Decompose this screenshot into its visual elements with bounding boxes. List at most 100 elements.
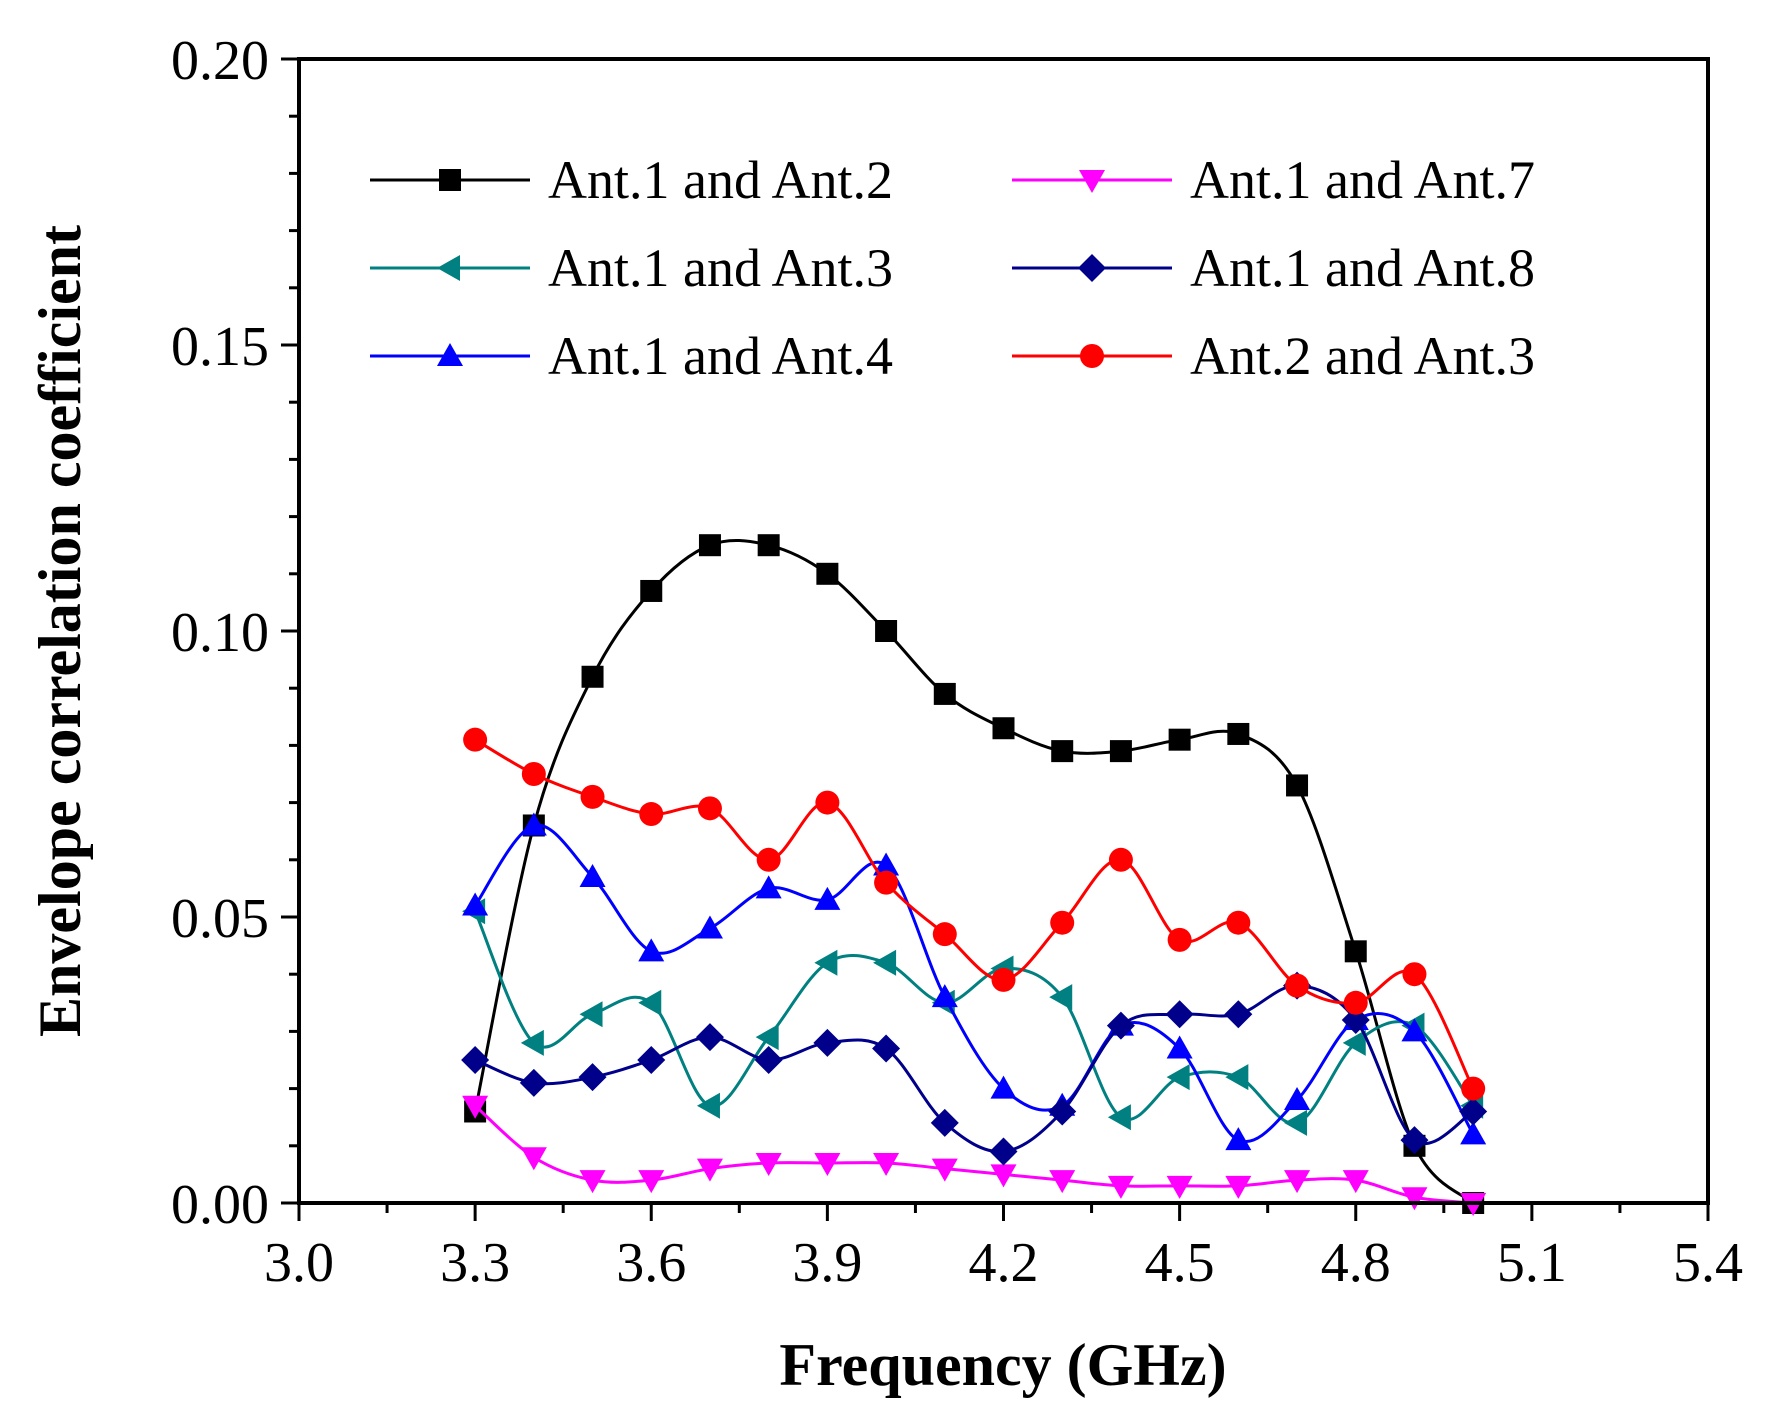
data-point-ant-1-and-ant-2 xyxy=(933,682,956,705)
data-point-ant-1-and-ant-3 xyxy=(1284,1109,1308,1136)
legend-label: Ant.1 and Ant.8 xyxy=(1190,238,1535,298)
data-point-ant-1-and-ant-7 xyxy=(1284,1170,1311,1194)
data-point-ant-1-and-ant-4 xyxy=(579,863,606,887)
data-point-ant-1-and-ant-8 xyxy=(1341,1005,1370,1034)
legend-marker xyxy=(1080,344,1104,368)
data-point-ant-2-and-ant-3 xyxy=(1343,990,1368,1015)
data-point-ant-1-and-ant-7 xyxy=(1166,1175,1193,1199)
data-point-ant-1-and-ant-7 xyxy=(462,1095,489,1119)
data-point-ant-2-and-ant-3 xyxy=(1285,973,1310,998)
data-point-ant-2-and-ant-3 xyxy=(1050,910,1075,935)
data-point-ant-2-and-ant-3 xyxy=(932,922,957,947)
data-point-ant-1-and-ant-3 xyxy=(755,1024,779,1051)
data-point-ant-1-and-ant-3 xyxy=(1166,1064,1190,1091)
x-tick-label: 4.8 xyxy=(1321,1232,1391,1294)
data-point-ant-1-and-ant-2 xyxy=(698,534,721,557)
x-tick-label: 3.9 xyxy=(792,1232,862,1294)
data-point-ant-2-and-ant-3 xyxy=(697,796,722,821)
legend-label: Ant.1 and Ant.4 xyxy=(548,326,893,386)
data-point-ant-1-and-ant-2 xyxy=(1227,722,1250,745)
data-point-ant-2-and-ant-3 xyxy=(521,762,546,786)
legend-label: Ant.1 and Ant.3 xyxy=(548,238,893,298)
legend-marker xyxy=(1078,254,1106,282)
data-point-ant-1-and-ant-7 xyxy=(696,1158,723,1182)
data-point-ant-1-and-ant-8 xyxy=(989,1137,1018,1166)
series-ant-1-and-ant-8 xyxy=(461,971,1488,1166)
legend-entry-ant-1-and-ant-4: Ant.1 and Ant.4 xyxy=(370,326,893,386)
x-tick-label: 5.1 xyxy=(1497,1232,1567,1294)
data-point-ant-1-and-ant-4 xyxy=(638,938,665,962)
data-point-ant-1-and-ant-4 xyxy=(990,1075,1017,1099)
data-point-ant-1-and-ant-4 xyxy=(931,984,958,1008)
data-point-ant-1-and-ant-2 xyxy=(581,665,604,688)
data-point-ant-2-and-ant-3 xyxy=(1108,847,1133,872)
y-axis-title: Envelope correlation coefficient xyxy=(27,225,93,1037)
data-point-ant-2-and-ant-3 xyxy=(874,870,899,895)
data-point-ant-1-and-ant-8 xyxy=(872,1034,901,1063)
data-point-ant-1-and-ant-2 xyxy=(1286,774,1309,797)
data-point-ant-2-and-ant-3 xyxy=(1226,910,1251,935)
legend: Ant.1 and Ant.2 Ant.1 and Ant.3 Ant.1 and … xyxy=(370,150,1535,386)
x-axis-title: Frequency (GHz) xyxy=(779,1332,1226,1398)
data-point-ant-1-and-ant-8 xyxy=(1048,1097,1077,1126)
data-point-ant-2-and-ant-3 xyxy=(1402,962,1427,987)
data-point-ant-1-and-ant-2 xyxy=(1168,728,1191,751)
data-point-ant-1-and-ant-7 xyxy=(1107,1175,1134,1199)
data-point-ant-1-and-ant-2 xyxy=(992,717,1015,740)
data-point-ant-1-and-ant-8 xyxy=(461,1046,490,1074)
legend-label: Ant.2 and Ant.3 xyxy=(1190,326,1535,386)
data-point-ant-1-and-ant-7 xyxy=(931,1158,958,1182)
legend-marker xyxy=(439,169,461,191)
data-point-ant-1-and-ant-4 xyxy=(1225,1127,1252,1151)
y-tick-label: 0.15 xyxy=(171,316,269,378)
legend-marker xyxy=(437,255,460,281)
data-point-ant-1-and-ant-2 xyxy=(1051,740,1074,763)
x-tick-label: 4.5 xyxy=(1145,1232,1215,1294)
y-tick-label: 0.05 xyxy=(171,888,269,950)
data-point-ant-2-and-ant-3 xyxy=(756,847,781,872)
data-point-ant-1-and-ant-7 xyxy=(579,1170,606,1194)
data-point-ant-1-and-ant-7 xyxy=(755,1152,782,1176)
data-point-ant-1-and-ant-3 xyxy=(1049,984,1073,1011)
data-point-ant-2-and-ant-3 xyxy=(1461,1076,1486,1101)
data-point-ant-1-and-ant-4 xyxy=(1166,1035,1193,1059)
data-point-ant-1-and-ant-8 xyxy=(813,1028,842,1057)
data-point-ant-2-and-ant-3 xyxy=(639,802,664,827)
data-point-ant-1-and-ant-2 xyxy=(757,534,780,557)
ticks-layer: 3.0 3.3 3.6 3.9 4.2 4.5 4.8 5.1 5.4 0.00 0.05 0.10 0… xyxy=(171,30,1743,1294)
legend-entry-ant-1-and-ant-3: Ant.1 and Ant.3 xyxy=(370,238,893,298)
data-point-ant-1-and-ant-8 xyxy=(930,1108,959,1137)
data-point-ant-1-and-ant-7 xyxy=(1049,1170,1076,1194)
x-tick-label: 3.6 xyxy=(616,1232,686,1294)
data-point-ant-1-and-ant-4 xyxy=(462,892,489,916)
y-tick-label: 0.00 xyxy=(171,1174,269,1236)
legend-marker xyxy=(1079,170,1105,193)
data-point-ant-1-and-ant-4 xyxy=(873,852,900,876)
x-tick-label: 3.0 xyxy=(264,1232,334,1294)
data-point-ant-1-and-ant-8 xyxy=(1459,1097,1488,1126)
data-point-ant-2-and-ant-3 xyxy=(1167,927,1192,952)
series-ant-1-and-ant-2 xyxy=(464,534,1485,1214)
series-layer xyxy=(461,534,1488,1216)
x-tick-label: 4.2 xyxy=(969,1232,1039,1294)
data-point-ant-1-and-ant-4 xyxy=(755,875,782,899)
data-point-ant-2-and-ant-3 xyxy=(991,967,1016,992)
data-point-ant-1-and-ant-4 xyxy=(520,812,547,836)
legend-entry-ant-1-and-ant-8: Ant.1 and Ant.8 xyxy=(1012,238,1535,298)
data-point-ant-1-and-ant-7 xyxy=(1342,1170,1369,1194)
data-point-ant-1-and-ant-8 xyxy=(1165,1000,1194,1029)
series-ant-2-and-ant-3 xyxy=(463,727,1486,1101)
data-point-ant-1-and-ant-7 xyxy=(1401,1187,1428,1211)
data-point-ant-1-and-ant-7 xyxy=(873,1152,900,1176)
data-point-ant-1-and-ant-4 xyxy=(814,886,841,910)
data-point-ant-1-and-ant-4 xyxy=(1460,1121,1487,1145)
legend-entry-ant-1-and-ant-7: Ant.1 and Ant.7 xyxy=(1012,150,1535,210)
data-point-ant-1-and-ant-8 xyxy=(578,1063,607,1092)
data-point-ant-1-and-ant-4 xyxy=(1284,1087,1311,1111)
data-point-ant-1-and-ant-3 xyxy=(696,1092,720,1119)
x-tick-label: 5.4 xyxy=(1673,1232,1743,1294)
data-point-ant-1-and-ant-3 xyxy=(579,1001,603,1028)
data-point-ant-1-and-ant-3 xyxy=(814,949,838,976)
data-point-ant-1-and-ant-3 xyxy=(638,989,662,1016)
